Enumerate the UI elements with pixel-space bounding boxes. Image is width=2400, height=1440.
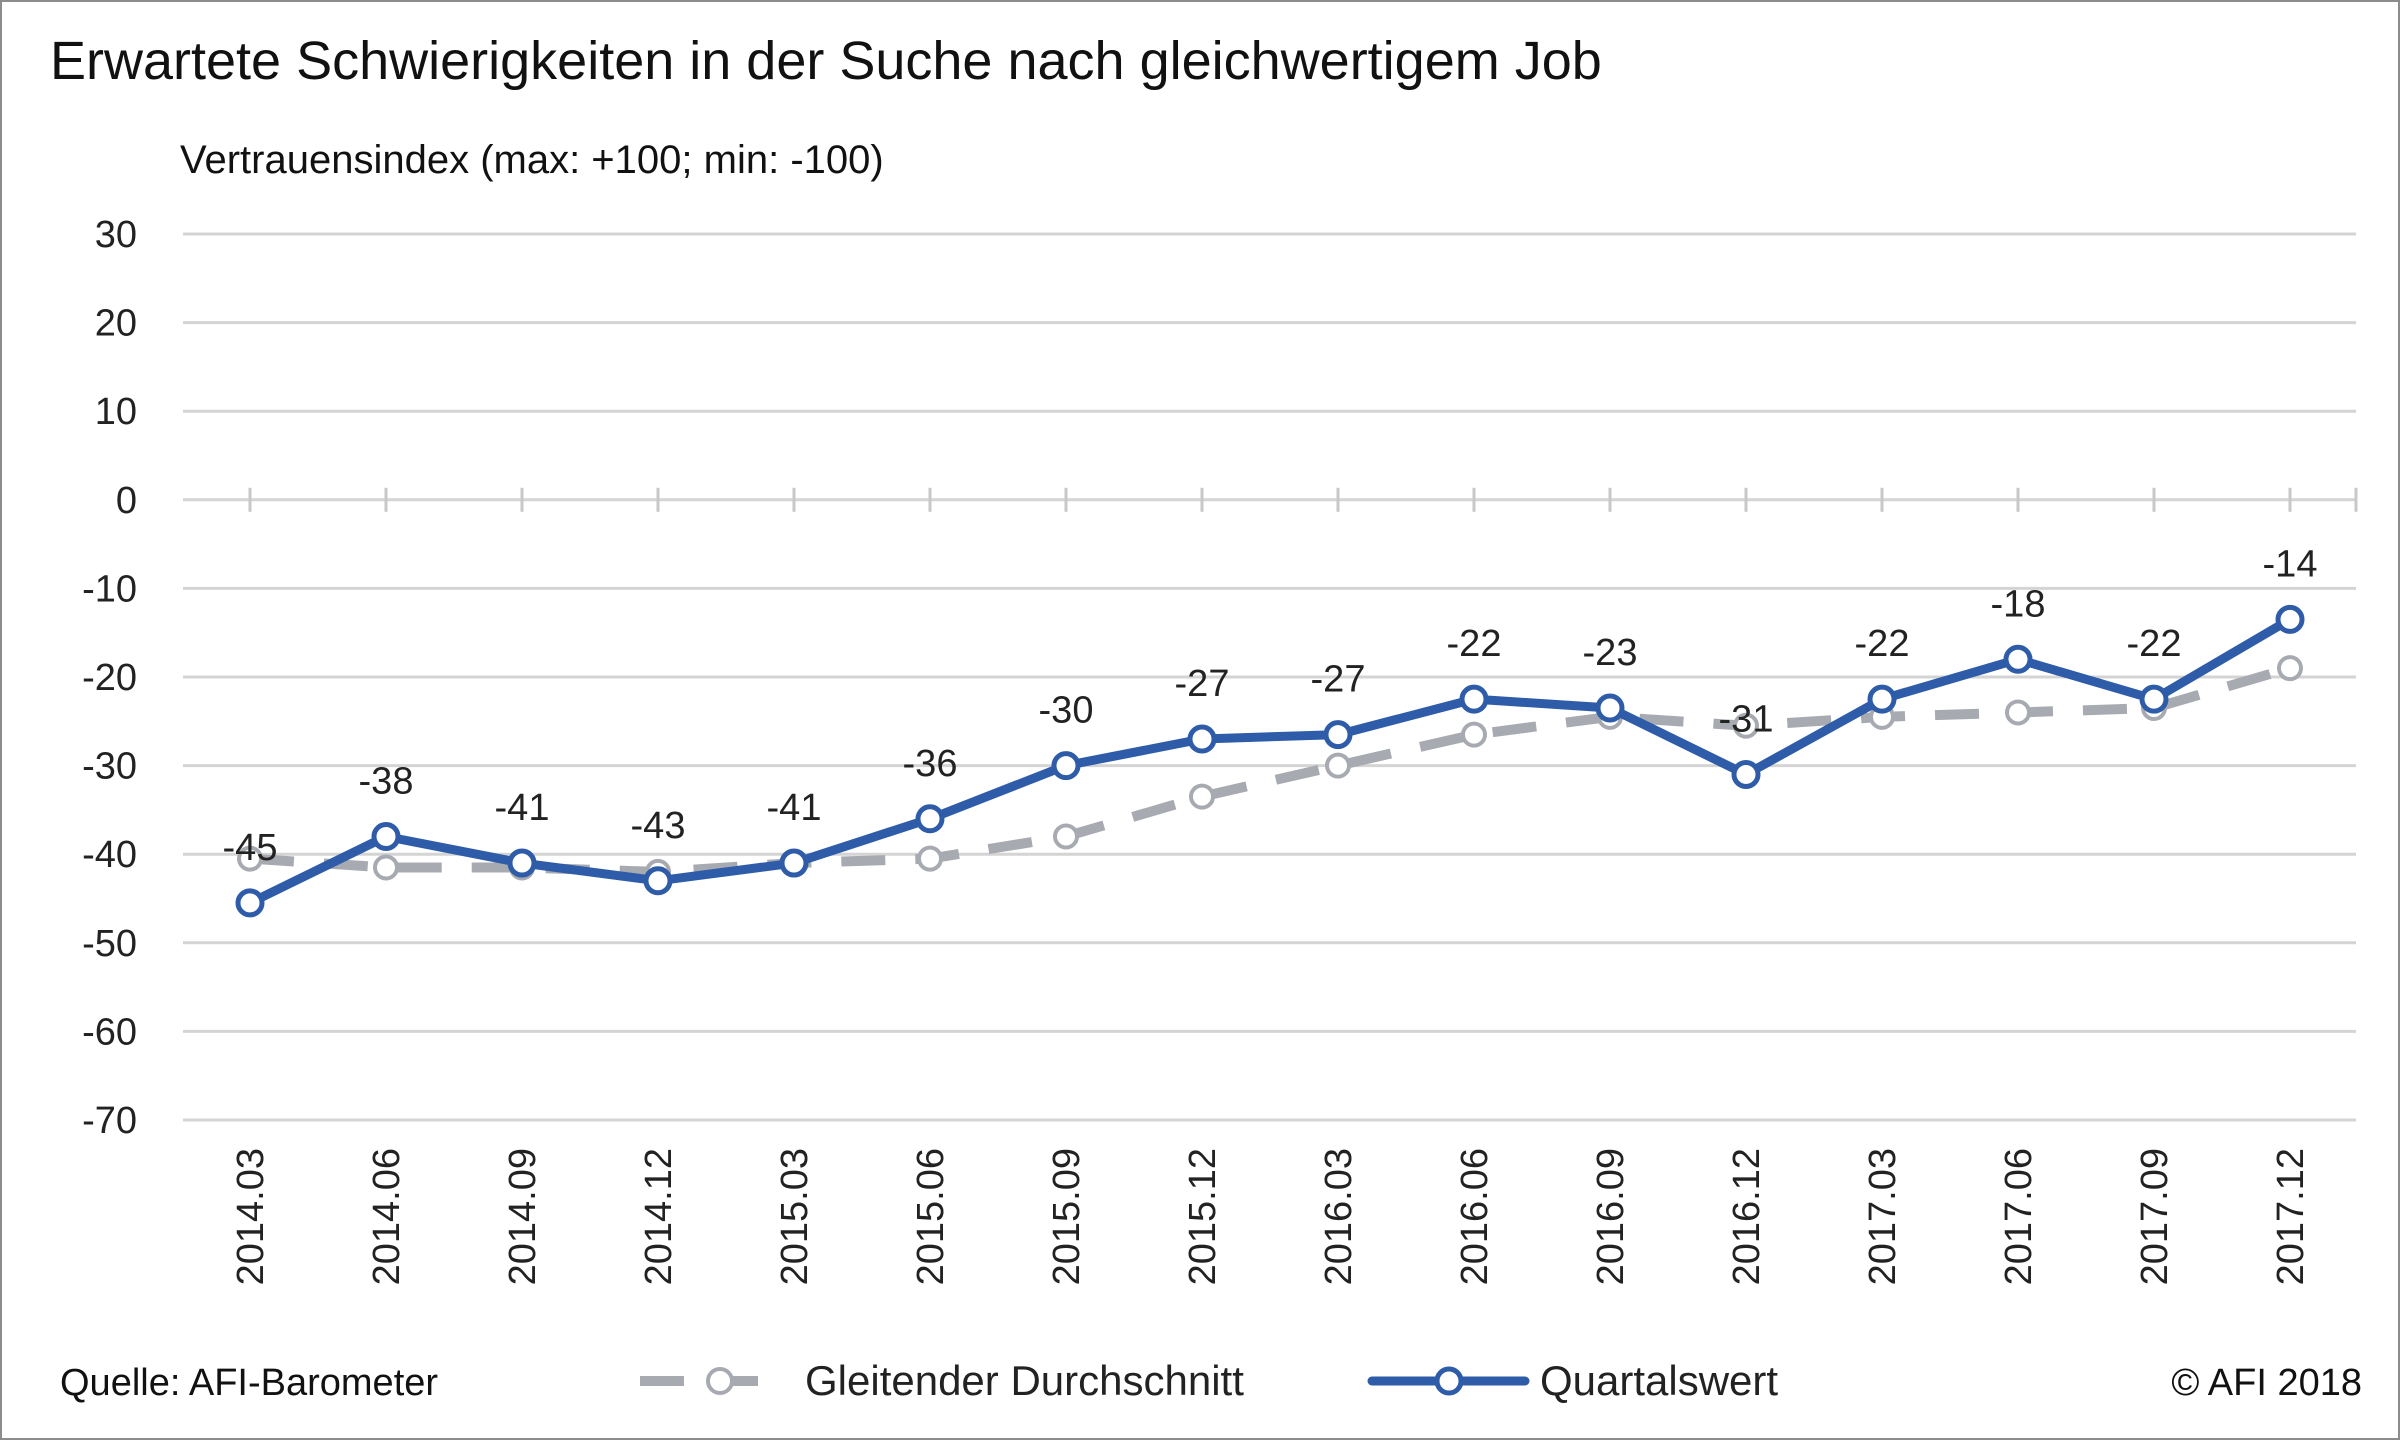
- x-tick-label: 2016.09: [1590, 1148, 1632, 1285]
- legend: Gleitender Durchschnitt Quartalswert: [640, 1357, 1778, 1404]
- legend-marker-moving-average: [706, 1367, 734, 1395]
- gridlines: [183, 232, 2358, 1122]
- x-tick-label: 2014.09: [502, 1148, 544, 1285]
- quarterly-value-point: [1867, 684, 1897, 714]
- y-tick-label: -70: [82, 1100, 137, 1142]
- moving-average-point: [1189, 783, 1215, 810]
- data-label: -23: [1583, 632, 1638, 674]
- quarterly-value-point: [1731, 759, 1761, 789]
- moving-average-point: [2005, 699, 2031, 726]
- legend-label-quarterly: Quartalswert: [1540, 1357, 1778, 1404]
- data-label: -18: [1991, 583, 2046, 625]
- x-tick-label: 2015.03: [774, 1148, 816, 1285]
- data-label: -14: [2263, 543, 2318, 585]
- chart-title: Erwartete Schwierigkeiten in der Suche n…: [50, 31, 1602, 91]
- moving-average-point: [1325, 752, 1351, 779]
- x-tick-label: 2017.06: [1998, 1148, 2040, 1285]
- moving-average-point: [2277, 655, 2303, 682]
- data-label: -27: [1175, 663, 1230, 705]
- x-tick-label: 2016.03: [1318, 1148, 1360, 1285]
- x-tick-label: 2017.12: [2270, 1148, 2312, 1285]
- data-label: -36: [903, 743, 958, 785]
- y-tick-label: -10: [82, 568, 137, 610]
- legend-label-moving-average: Gleitender Durchschnitt: [805, 1357, 1244, 1404]
- data-label: -45: [223, 827, 278, 869]
- x-tick-label: 2015.06: [910, 1148, 952, 1285]
- y-tick-label: 30: [95, 214, 137, 256]
- data-labels: -45 -38 -41 -43 -41 -36 -30 -27 -27 -22 -23 -31 -22 -…: [223, 543, 2318, 869]
- y-tick-label: 0: [116, 480, 137, 522]
- source-note: Quelle: AFI-Barometer: [60, 1362, 439, 1404]
- quarterly-value-point: [1187, 724, 1217, 754]
- quarterly-value-point: [371, 821, 401, 851]
- data-label: -38: [359, 760, 414, 802]
- data-label: -31: [1719, 698, 1774, 740]
- x-tick-label: 2017.03: [1862, 1148, 1904, 1285]
- moving-average-point: [917, 845, 943, 872]
- x-tick-label: 2014.03: [230, 1148, 272, 1285]
- quarterly-value-point: [2003, 644, 2033, 674]
- quarterly-value-point: [915, 804, 945, 834]
- data-label: -27: [1311, 659, 1366, 701]
- data-label: -30: [1039, 690, 1094, 732]
- x-tick-label: 2015.09: [1046, 1148, 1088, 1285]
- y-tick-labels: 30 20 10 0 -10 -20 -30 -40 -50 -60 -70: [82, 214, 137, 1142]
- quarterly-value-point: [643, 866, 673, 896]
- y-tick-label: -60: [82, 1011, 137, 1053]
- data-label: -22: [1855, 623, 1910, 665]
- x-tick-labels: 2014.03 2014.06 2014.09 2014.12 2015.03 2015.…: [230, 1148, 2312, 1285]
- data-label: -22: [2127, 623, 2182, 665]
- y-tick-label: -20: [82, 657, 137, 699]
- moving-average-line: [249, 663, 2292, 877]
- y-tick-label: 10: [95, 391, 137, 433]
- y-axis-subtitle: Vertrauensindex (max: +100; min: -100): [180, 138, 884, 182]
- y-tick-label: -30: [82, 746, 137, 788]
- data-label: -43: [631, 805, 686, 847]
- quarterly-value-point: [1595, 693, 1625, 723]
- moving-average-point: [1053, 823, 1079, 850]
- quarterly-value-point: [507, 848, 537, 878]
- x-tick-label: 2016.12: [1726, 1148, 1768, 1285]
- legend-marker-quarterly: [1434, 1366, 1464, 1396]
- quarterly-value-point: [1051, 751, 1081, 781]
- data-label: -41: [767, 787, 822, 829]
- quarterly-value-point: [779, 848, 809, 878]
- quarterly-value-point: [235, 888, 265, 918]
- x-tick-label: 2017.09: [2134, 1148, 2176, 1285]
- data-label: -41: [495, 787, 550, 829]
- y-tick-label: -50: [82, 923, 137, 965]
- data-label: -22: [1447, 623, 1502, 665]
- y-tick-label: 20: [95, 303, 137, 345]
- x-tick-label: 2014.06: [366, 1148, 408, 1285]
- moving-average-point: [1461, 721, 1487, 748]
- x-tick-label: 2015.12: [1182, 1148, 1224, 1285]
- x-tick-label: 2014.12: [638, 1148, 680, 1285]
- quarterly-value-point: [1323, 720, 1353, 750]
- moving-average-point: [373, 854, 399, 881]
- quarterly-value-point: [2139, 684, 2169, 714]
- copyright-note: © AFI 2018: [2171, 1362, 2362, 1404]
- quarterly-value-line: [245, 614, 2295, 908]
- y-tick-label: -40: [82, 834, 137, 876]
- quarterly-value-point: [1459, 684, 1489, 714]
- series: [235, 604, 2305, 918]
- quarterly-value-point: [2275, 604, 2305, 634]
- moving-average-point: [1733, 712, 1759, 739]
- x-tick-label: 2016.06: [1454, 1148, 1496, 1285]
- moving-average-point: [237, 845, 263, 872]
